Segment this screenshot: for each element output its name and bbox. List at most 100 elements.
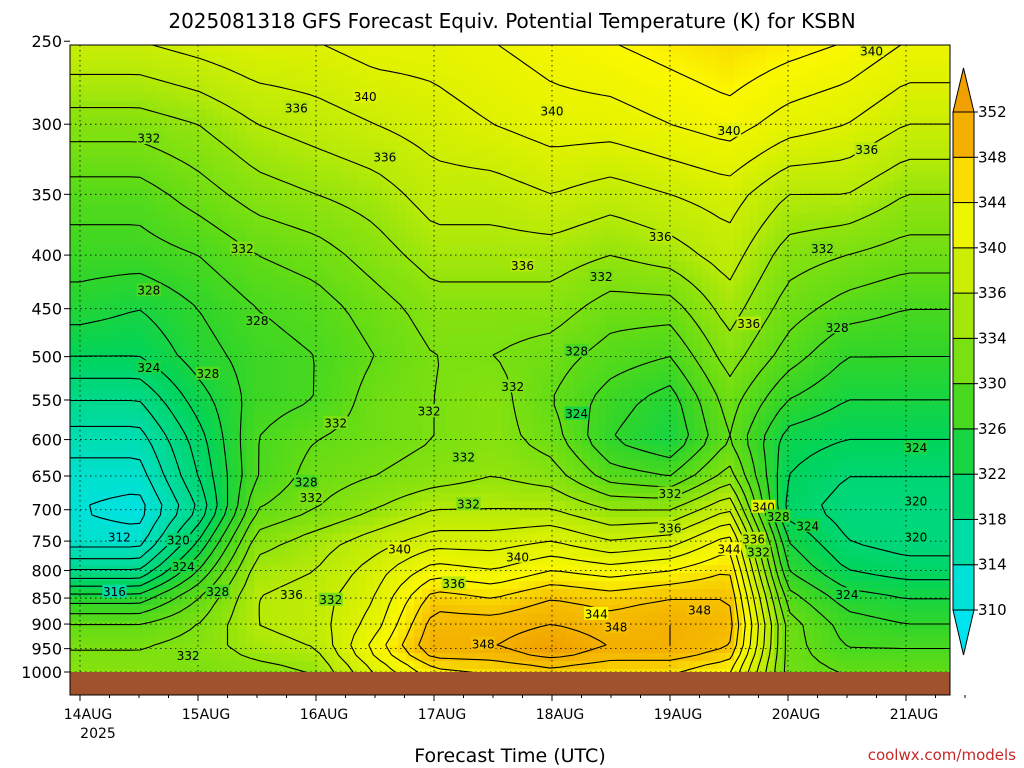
heat-cell — [70, 421, 79, 430]
heat-cell — [294, 141, 303, 150]
heat-cell — [302, 301, 311, 310]
heat-cell — [318, 437, 327, 446]
heat-cell — [182, 493, 191, 502]
heat-cell — [238, 333, 247, 342]
heat-cell — [166, 301, 175, 310]
heat-cell — [310, 213, 319, 222]
heat-cell — [406, 189, 415, 198]
heat-cell — [198, 525, 207, 534]
heat-cell — [342, 301, 351, 310]
heat-cell — [230, 453, 239, 462]
heat-cell — [134, 493, 143, 502]
heat-cell — [238, 261, 247, 270]
heat-cell — [294, 229, 303, 238]
heat-cell — [142, 253, 151, 262]
heat-cell — [366, 261, 375, 270]
heat-cell — [382, 541, 391, 550]
heat-cell — [118, 85, 127, 94]
heat-cell — [142, 437, 151, 446]
heat-cell — [310, 581, 319, 590]
heat-cell — [494, 205, 503, 214]
heat-cell — [334, 501, 343, 510]
heat-cell — [134, 413, 143, 422]
heat-cell — [182, 181, 191, 190]
heat-cell — [422, 189, 431, 198]
heat-cell — [358, 581, 367, 590]
heat-cell — [470, 229, 479, 238]
heat-cell — [406, 237, 415, 246]
heat-cell — [470, 365, 479, 374]
heat-cell — [142, 325, 151, 334]
heat-cell — [254, 309, 263, 318]
heat-cell — [422, 509, 431, 518]
heat-cell — [542, 117, 551, 126]
heat-cell — [318, 277, 327, 286]
heat-cell — [502, 149, 511, 158]
heat-cell — [518, 101, 527, 110]
heat-cell — [390, 477, 399, 486]
heat-cell — [390, 357, 399, 366]
heat-cell — [326, 293, 335, 302]
heat-cell — [286, 509, 295, 518]
heat-cell — [230, 93, 239, 102]
heat-cell — [158, 173, 167, 182]
heat-cell — [414, 477, 423, 486]
heat-cell — [166, 77, 175, 86]
heat-cell — [382, 429, 391, 438]
heat-cell — [502, 365, 511, 374]
heat-cell — [502, 61, 511, 70]
heat-cell — [230, 389, 239, 398]
heat-cell — [142, 141, 151, 150]
heat-cell — [526, 453, 535, 462]
heat-cell — [382, 501, 391, 510]
heat-cell — [70, 501, 79, 510]
heat-cell — [246, 85, 255, 94]
heat-cell — [342, 581, 351, 590]
heat-cell — [366, 485, 375, 494]
heat-cell — [278, 317, 287, 326]
heat-cell — [94, 493, 103, 502]
heat-cell — [478, 133, 487, 142]
heat-cell — [78, 477, 87, 486]
heat-cell — [238, 597, 247, 606]
heat-cell — [254, 613, 263, 622]
heat-cell — [438, 285, 447, 294]
heat-cell — [286, 205, 295, 214]
heat-cell — [270, 365, 279, 374]
heat-cell — [286, 581, 295, 590]
heat-cell — [86, 261, 95, 270]
heat-cell — [214, 277, 223, 286]
heat-cell — [270, 141, 279, 150]
heat-cell — [110, 365, 119, 374]
heat-cell — [254, 605, 263, 614]
heat-cell — [398, 413, 407, 422]
heat-cell — [142, 317, 151, 326]
heat-cell — [550, 125, 559, 134]
heat-cell — [510, 485, 519, 494]
heat-cell — [550, 365, 559, 374]
heat-cell — [350, 181, 359, 190]
heat-cell — [494, 397, 503, 406]
heat-cell — [198, 517, 207, 526]
heat-cell — [390, 349, 399, 358]
heat-cell — [486, 397, 495, 406]
heat-cell — [206, 277, 215, 286]
heat-cell — [550, 61, 559, 70]
heat-cell — [366, 661, 375, 670]
heat-cell — [406, 229, 415, 238]
heat-cell — [510, 493, 519, 502]
heat-cell — [502, 93, 511, 102]
heat-cell — [478, 485, 487, 494]
heat-cell — [118, 653, 127, 662]
heat-cell — [454, 53, 463, 62]
heat-cell — [182, 141, 191, 150]
heat-cell — [422, 453, 431, 462]
heat-cell — [374, 101, 383, 110]
heat-cell — [406, 157, 415, 166]
heat-cell — [214, 637, 223, 646]
heat-cell — [174, 61, 183, 70]
heat-cell — [134, 181, 143, 190]
heat-cell — [278, 581, 287, 590]
heat-cell — [406, 45, 415, 54]
heat-cell — [374, 653, 383, 662]
